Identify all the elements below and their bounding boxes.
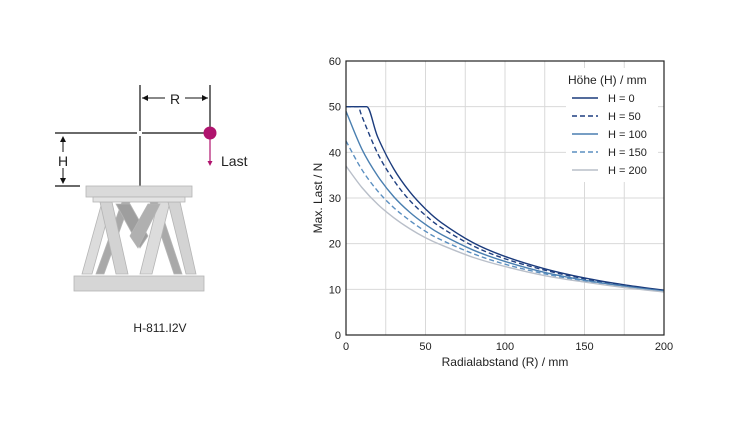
h-arrowheads — [60, 136, 66, 184]
load-arrowhead — [207, 161, 213, 166]
series-lines — [345, 105, 665, 293]
series-line-h0 — [346, 105, 665, 291]
x-tick-label: 150 — [575, 341, 593, 353]
legend-label-h200: H = 200 — [608, 165, 647, 177]
plot-frame — [345, 60, 665, 336]
x-tick-label: 200 — [655, 341, 673, 353]
legend-label-h150: H = 150 — [608, 147, 647, 159]
y-tick-label: 20 — [329, 239, 341, 251]
h-label: H — [58, 153, 68, 169]
y-tick-label: 60 — [329, 56, 341, 68]
load-chart: 0 50 100 150 200 0 10 20 30 40 50 60 Radialabstand … — [311, 56, 673, 369]
load-label: Last — [221, 153, 248, 169]
y-tick-label: 50 — [329, 102, 341, 114]
grid — [346, 61, 664, 335]
x-axis-label: Radialabstand (R) / mm — [442, 355, 569, 369]
y-tick-label: 40 — [329, 147, 341, 159]
legend: Höhe (H) / mm H = 0 H = 50 H = 100 H = 150 H… — [566, 68, 658, 182]
series-line-h100 — [345, 110, 665, 292]
hexapod-icon — [73, 185, 205, 292]
x-tick-label: 0 — [343, 341, 349, 353]
y-tick-label: 10 — [329, 284, 341, 296]
y-tick-label: 30 — [329, 193, 341, 205]
legend-label-h50: H = 50 — [608, 111, 641, 123]
series-line-h50 — [346, 105, 665, 292]
y-tick-label: 0 — [335, 330, 341, 342]
hexapod-diagram: R H Last H-811.I2V — [55, 85, 248, 335]
legend-label-h0: H = 0 — [608, 93, 635, 105]
legend-title: Höhe (H) / mm — [568, 73, 647, 87]
x-tick-label: 50 — [419, 341, 431, 353]
r-label: R — [170, 91, 180, 107]
model-label: H-811.I2V — [133, 321, 186, 335]
legend-label-h100: H = 100 — [608, 129, 647, 141]
series-line-h150 — [345, 140, 665, 293]
r-label-bg — [165, 90, 185, 106]
h-label-bg — [55, 152, 71, 168]
legend-bg — [566, 68, 658, 182]
load-mass-icon — [203, 126, 217, 140]
y-axis-label: Max. Last / N — [311, 163, 325, 234]
x-tick-label: 100 — [496, 341, 514, 353]
tick-labels: 0 50 100 150 200 0 10 20 30 40 50 60 — [329, 56, 673, 353]
series-line-h200 — [345, 165, 665, 293]
